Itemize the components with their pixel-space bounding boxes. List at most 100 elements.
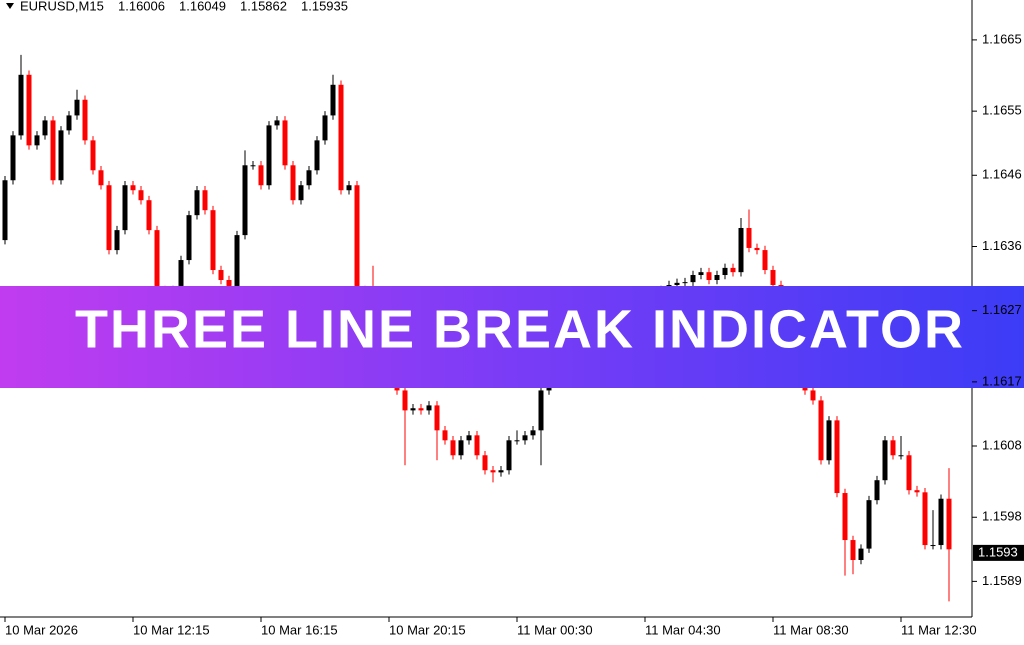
candle-body bbox=[698, 272, 704, 276]
candle-body bbox=[242, 165, 248, 236]
y-tick-label: 1.1589 bbox=[982, 573, 1022, 588]
candle-body bbox=[266, 125, 272, 186]
y-tick-label: 1.1665 bbox=[982, 31, 1022, 46]
menu-triangle[interactable] bbox=[6, 3, 14, 9]
candle-body bbox=[930, 545, 936, 547]
candle-body bbox=[810, 390, 816, 401]
candle-body bbox=[850, 540, 856, 561]
candle-body bbox=[418, 408, 424, 411]
x-tick-label: 11 Mar 12:30 bbox=[901, 622, 977, 637]
candle-body bbox=[922, 492, 928, 546]
candle-body bbox=[738, 227, 744, 273]
candle-body bbox=[898, 455, 904, 457]
candle-body bbox=[138, 190, 144, 201]
candle-body bbox=[234, 235, 240, 295]
y-tick-label: 1.1598 bbox=[982, 509, 1022, 524]
candle-body bbox=[730, 267, 736, 273]
x-tick-label: 11 Mar 04:30 bbox=[645, 622, 721, 637]
candle-body bbox=[34, 135, 40, 146]
candle-body bbox=[874, 480, 880, 501]
candle-body bbox=[530, 430, 536, 436]
header-value: 1.16006 bbox=[118, 0, 165, 13]
candle-body bbox=[338, 84, 344, 191]
candle-body bbox=[146, 200, 152, 231]
price-marker-label: 1.1593 bbox=[978, 544, 1018, 559]
candle-body bbox=[178, 260, 184, 290]
candle-body bbox=[682, 282, 688, 284]
candle-body bbox=[58, 130, 64, 181]
candle-body bbox=[842, 493, 848, 541]
x-tick-label: 10 Mar 16:15 bbox=[261, 622, 338, 637]
candle-body bbox=[354, 185, 360, 290]
candle-body bbox=[674, 282, 680, 285]
candle-body bbox=[490, 470, 496, 473]
candle-body bbox=[890, 440, 896, 456]
candle-body bbox=[402, 390, 408, 411]
candle-body bbox=[866, 500, 872, 549]
candle-body bbox=[498, 470, 504, 473]
x-tick-label: 11 Mar 08:30 bbox=[773, 622, 849, 637]
candle-body bbox=[194, 190, 200, 216]
candle-body bbox=[210, 210, 216, 271]
candle-body bbox=[274, 120, 280, 126]
candle-body bbox=[186, 215, 192, 261]
candle-body bbox=[322, 115, 328, 141]
y-tick-label: 1.1617 bbox=[982, 373, 1022, 388]
candle-body bbox=[282, 120, 288, 166]
candle-body bbox=[714, 275, 720, 281]
candle-body bbox=[42, 120, 48, 136]
symbol: EURUSD,M15 bbox=[20, 0, 104, 13]
candle-body bbox=[746, 227, 752, 248]
candle-body bbox=[466, 435, 472, 441]
candle-body bbox=[114, 230, 120, 251]
candle-body bbox=[762, 250, 768, 271]
candle-body bbox=[18, 74, 24, 136]
candle-body bbox=[442, 430, 448, 441]
candle-body bbox=[10, 135, 16, 181]
candle-body bbox=[90, 140, 96, 171]
header-value: 1.15862 bbox=[240, 0, 287, 13]
candle-body bbox=[306, 170, 312, 186]
candle-body bbox=[474, 435, 480, 456]
candle-body bbox=[154, 230, 160, 290]
candle-body bbox=[50, 120, 56, 181]
candle-body bbox=[450, 440, 456, 456]
candle-body bbox=[938, 498, 944, 546]
candle-body bbox=[818, 400, 824, 461]
candle-body bbox=[914, 490, 920, 493]
candle-body bbox=[522, 435, 528, 441]
candle-body bbox=[426, 405, 432, 411]
candle-body bbox=[346, 185, 352, 191]
y-tick-label: 1.1636 bbox=[982, 238, 1022, 253]
candle-body bbox=[82, 99, 88, 141]
candle-body bbox=[770, 270, 776, 285]
candle-body bbox=[290, 165, 296, 201]
candle-body bbox=[298, 185, 304, 201]
candle-body bbox=[482, 455, 488, 471]
candle-body bbox=[722, 267, 728, 276]
candle-body bbox=[538, 390, 544, 431]
y-tick-label: 1.1646 bbox=[982, 167, 1022, 182]
candle-body bbox=[130, 185, 136, 191]
candle-body bbox=[250, 165, 256, 167]
candle-body bbox=[858, 548, 864, 561]
candle-body bbox=[506, 440, 512, 471]
candle-body bbox=[690, 275, 696, 283]
candle-body bbox=[2, 180, 8, 241]
candle-body bbox=[106, 185, 112, 251]
y-tick-label: 1.1655 bbox=[982, 103, 1022, 118]
candle-body bbox=[258, 165, 264, 186]
candle-body bbox=[314, 140, 320, 171]
candle-body bbox=[202, 190, 208, 211]
candle-body bbox=[882, 440, 888, 481]
candle-body bbox=[514, 440, 520, 442]
y-tick-label: 1.1627 bbox=[982, 302, 1022, 317]
candle-body bbox=[826, 420, 832, 461]
candle-body bbox=[458, 440, 464, 456]
x-tick-label: 10 Mar 12:15 bbox=[133, 622, 210, 637]
candle-body bbox=[330, 84, 336, 116]
candle-body bbox=[906, 455, 912, 491]
candle-body bbox=[74, 99, 80, 116]
candle-body bbox=[410, 408, 416, 411]
price-marker bbox=[973, 544, 1024, 561]
